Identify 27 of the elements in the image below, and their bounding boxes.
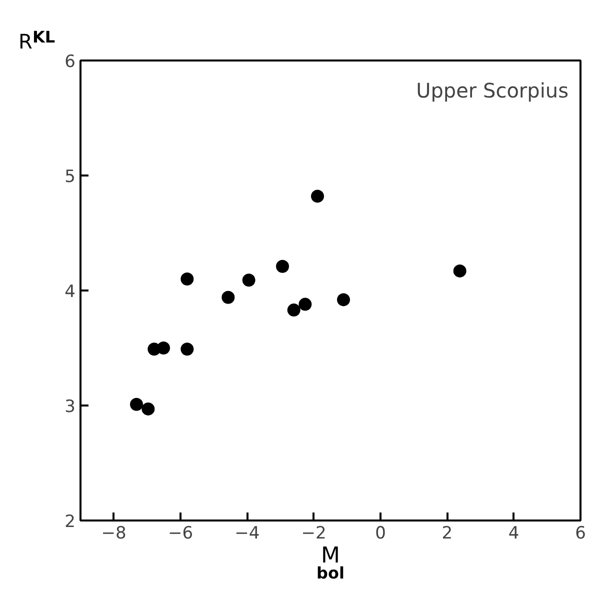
x-tick-label: 6 (575, 524, 586, 544)
x-tick-label: 2 (442, 524, 453, 544)
y-tick-label: 5 (64, 167, 76, 187)
x-tick-label: −2 (301, 524, 326, 544)
point (298, 298, 312, 311)
point (142, 402, 155, 416)
y-tick-label: 4 (64, 282, 76, 302)
point (222, 290, 235, 304)
y-tick-label: 6 (64, 52, 76, 72)
point (287, 304, 300, 317)
point (337, 293, 350, 306)
point (157, 342, 170, 354)
y-tick-label: 3 (64, 397, 76, 417)
x-tick-label: 4 (508, 524, 520, 544)
point (130, 398, 143, 411)
point (453, 264, 466, 278)
x-tick-label: −6 (168, 524, 194, 544)
point (180, 272, 194, 286)
annotation: Upper Scorpius (416, 78, 569, 102)
point (311, 190, 324, 203)
point (180, 342, 194, 356)
point (276, 260, 289, 273)
x-tick-label: 0 (375, 524, 386, 544)
x-axis-title: Mbol (316, 544, 344, 582)
point (242, 274, 256, 287)
x-tick-label: −8 (101, 524, 126, 544)
x-tick-label: −4 (234, 524, 260, 544)
